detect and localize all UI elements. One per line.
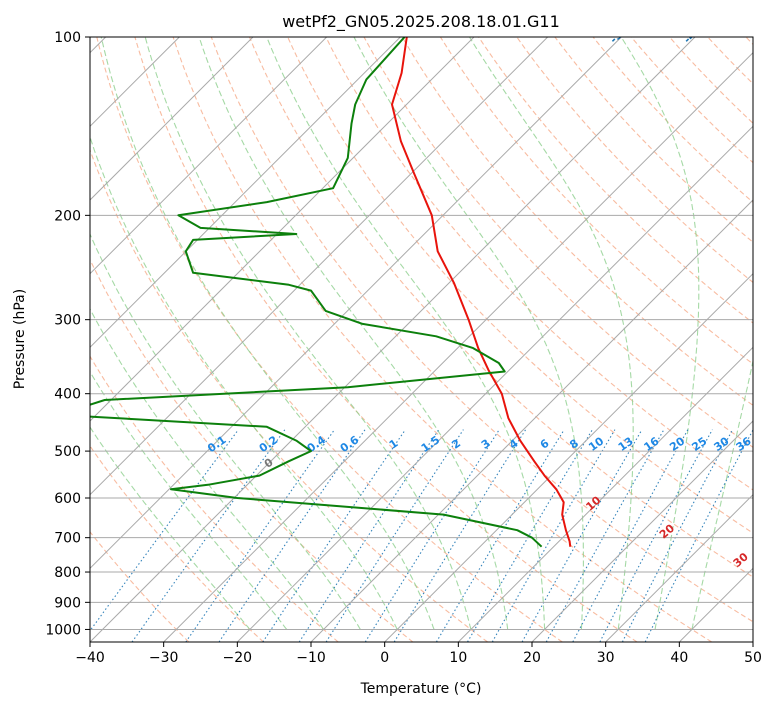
mixing-ratio-line bbox=[218, 429, 366, 642]
x-tick-label: 30 bbox=[597, 650, 615, 666]
isotherms bbox=[90, 37, 753, 642]
moist-adiabat-line bbox=[353, 37, 584, 630]
y-tick-label: 200 bbox=[54, 208, 81, 224]
dry-adiabat-line bbox=[90, 530, 190, 642]
moist-adiabat-line bbox=[469, 37, 634, 630]
y-tick-label: 600 bbox=[54, 491, 81, 507]
isotherm-line bbox=[90, 37, 401, 349]
mixing-ratio-line bbox=[393, 429, 527, 642]
moist-adiabat-line bbox=[620, 37, 700, 630]
x-tick-label: 10 bbox=[449, 650, 467, 666]
temperature-profile bbox=[391, 37, 572, 547]
y-tick-label: 300 bbox=[54, 313, 81, 329]
y-tick-label: 100 bbox=[54, 30, 81, 46]
dry-adiabat-line bbox=[478, 37, 753, 324]
moist-adiabat-line bbox=[90, 426, 251, 630]
x-tick-label: 50 bbox=[744, 650, 762, 666]
mixing-ratio-line bbox=[185, 429, 335, 642]
plot-frame bbox=[89, 36, 754, 643]
isotherm-line bbox=[310, 199, 753, 642]
isotherm-line bbox=[236, 125, 753, 642]
mixing-ratio-line bbox=[364, 429, 500, 642]
dry-adiabat-line bbox=[172, 37, 712, 642]
moist-adiabat-line bbox=[691, 358, 753, 630]
dry-adiabat-line bbox=[401, 37, 753, 407]
isotherm-line bbox=[605, 493, 753, 642]
axes: −40 −30 −20 −10 0 10 20 30 40 50 100 200 300 400 500 60… bbox=[45, 30, 762, 666]
dry-adiabat-line bbox=[134, 37, 638, 642]
dry-adiabat-line bbox=[90, 355, 339, 642]
x-tick-label: 0 bbox=[380, 650, 389, 666]
mixing-ratio-lines bbox=[90, 429, 753, 642]
x-tick-label: 40 bbox=[670, 650, 688, 666]
moist-adiabat-line bbox=[100, 37, 435, 630]
dewpoint-profile bbox=[90, 37, 543, 548]
y-tick-label: 800 bbox=[54, 565, 81, 581]
x-tick-label: −30 bbox=[149, 650, 179, 666]
y-tick-label: 1000 bbox=[45, 622, 81, 638]
x-tick-label: −40 bbox=[75, 650, 105, 666]
isotherm-line bbox=[90, 37, 328, 275]
mixing-ratio-line bbox=[521, 429, 643, 642]
dry-adiabat-line bbox=[90, 148, 488, 642]
plot-inner: -100-90-80-70-60-50-40-30-20-1000.10.20.… bbox=[90, 23, 753, 642]
x-tick-label: −20 bbox=[223, 650, 253, 666]
dry-adiabat-line bbox=[210, 37, 753, 623]
dry-adiabats bbox=[90, 37, 753, 642]
dry-adiabat-line bbox=[287, 37, 753, 534]
isotherm-line bbox=[384, 272, 753, 642]
dry-adiabat-line bbox=[325, 37, 753, 491]
isotherm-line bbox=[90, 37, 696, 642]
dry-adiabat-line bbox=[516, 37, 753, 284]
mixing-ratio-line bbox=[435, 429, 565, 642]
chart-title: wetPf2_GN05.2025.208.18.01.G11 bbox=[282, 12, 560, 32]
pressure-gridlines bbox=[90, 37, 753, 630]
moist-adiabat-line bbox=[198, 37, 509, 630]
moist-adiabat-line bbox=[90, 232, 361, 630]
isotherm-line bbox=[90, 37, 254, 201]
x-tick-label: 20 bbox=[523, 650, 541, 666]
y-axis-label: Pressure (hPa) bbox=[12, 289, 28, 389]
mixing-ratio-line bbox=[491, 429, 616, 642]
mixing-ratio-line bbox=[545, 429, 665, 642]
y-tick-label: 500 bbox=[54, 444, 81, 460]
y-tick-label: 400 bbox=[54, 387, 81, 403]
isotherm-line bbox=[90, 37, 549, 496]
x-axis-label: Temperature (°C) bbox=[360, 681, 482, 697]
isotherm-line bbox=[90, 37, 622, 570]
y-tick-label: 900 bbox=[54, 595, 81, 611]
isotherm-label: -40 bbox=[681, 23, 704, 46]
isotherm-label: -50 bbox=[607, 23, 630, 46]
mixing-ratio-line bbox=[467, 429, 593, 642]
isotherm-line bbox=[531, 420, 753, 642]
dry-adiabat-line bbox=[363, 37, 753, 448]
isotherm-line bbox=[457, 346, 753, 642]
dry-adiabat-line bbox=[592, 37, 753, 203]
x-tick-label: −10 bbox=[296, 650, 326, 666]
moist-adiabat-line bbox=[90, 135, 398, 630]
isotherm-labels: -100-90-80-70-60-50-40-30-20-100 bbox=[607, 23, 704, 46]
plot-area bbox=[90, 37, 753, 642]
mixing-ratio-line bbox=[572, 429, 689, 642]
moist-adiabats bbox=[90, 37, 753, 630]
isotherm-line bbox=[90, 37, 475, 422]
moist-adiabat-line bbox=[90, 370, 288, 630]
y-tick-label: 700 bbox=[54, 531, 81, 547]
mixing-ratio-line bbox=[262, 429, 406, 642]
isotherm-line bbox=[163, 51, 753, 642]
moist-adiabat-line bbox=[266, 37, 546, 630]
dry-adiabat-line bbox=[96, 37, 563, 642]
